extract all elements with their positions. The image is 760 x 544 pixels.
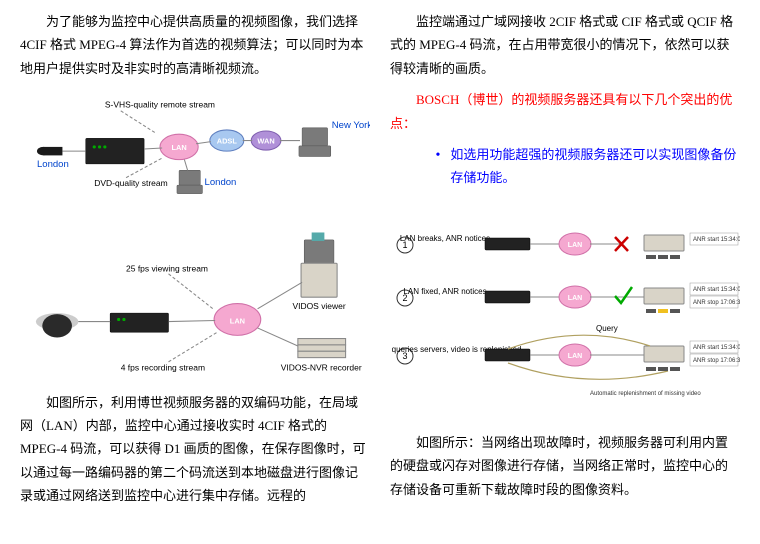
paragraph-1: 为了能够为监控中心提供高质量的视频图像，我们选择 4CIF 格式 MPEG-4 … [20,10,370,80]
paragraph-2: 如图所示，利用博世视频服务器的双编码功能，在局域网（LAN）内部，监控中心通过接… [20,391,370,508]
bullet-item: • 如选用功能超强的视频服务器还可以实现图像备份存储功能。 [436,143,741,190]
svg-text:ADSL: ADSL [217,137,238,146]
svg-text:LAN breaks, ANR notices: LAN breaks, ANR notices [400,234,490,243]
svg-text:LAN fixed, ANR notices: LAN fixed, ANR notices [403,287,486,296]
svg-text:LAN: LAN [568,353,582,360]
diagram-dual-stream: 25 fps viewing stream LAN 4 fps recordin… [20,224,370,383]
svg-text:ANR start 15:34:02: ANR start 15:34:02 [693,345,740,351]
svg-text:S-VHS-quality remote stream: S-VHS-quality remote stream [105,100,215,110]
svg-text:Automatic replenishment of mis: Automatic replenishment of missing video [590,391,701,397]
svg-text:Query: Query [596,324,618,333]
svg-text:LAN: LAN [568,242,582,249]
svg-text:LAN: LAN [230,316,245,325]
left-column: 为了能够为监控中心提供高质量的视频图像，我们选择 4CIF 格式 MPEG-4 … [20,10,370,534]
svg-text:LAN: LAN [171,143,186,152]
bullet-text: 如选用功能超强的视频服务器还可以实现图像备份存储功能。 [450,143,740,190]
svg-text:New York: New York [332,120,370,131]
paragraph-bosch-highlight: BOSCH（博世）的视频服务器还具有以下几个突出的优点： [390,88,740,135]
paragraph-3: 监控端通过广域网接收 2CIF 格式或 CIF 格式或 QCIF 格式的 MPE… [390,10,740,80]
right-column: 监控端通过广域网接收 2CIF 格式或 CIF 格式或 QCIF 格式的 MPE… [390,10,740,534]
svg-text:ANR start 15:34:02: ANR start 15:34:02 [693,287,740,293]
svg-text:VIDOS-NVR recorder: VIDOS-NVR recorder [281,362,362,372]
bullet-dot-icon: • [436,143,441,190]
diagram-anr: 1 LAN breaks, ANR notices LAN ANR start … [390,223,740,403]
svg-text:LAN: LAN [568,295,582,302]
svg-text:VIDOS viewer: VIDOS viewer [292,300,345,310]
svg-text:ANR stop 17:06:38: ANR stop 17:06:38 [693,358,740,364]
svg-text:ANR start 15:34:02: ANR start 15:34:02 [693,237,740,243]
svg-text:25 fps viewing stream: 25 fps viewing stream [126,263,208,273]
svg-text:ANR stop 17:06:38: ANR stop 17:06:38 [693,300,740,306]
svg-text:London: London [37,159,69,170]
paragraph-4: 如图所示：当网络出现故障时，视频服务器可利用内置的硬盘或闪存对图像进行存储，当网… [390,431,740,501]
svg-text:DVD-quality stream: DVD-quality stream [94,178,167,188]
diagram-network-topology: London S-VHS-quality remote stream LAN D… [20,96,370,207]
svg-text:WAN: WAN [257,137,274,146]
svg-text:London: London [205,177,237,188]
svg-text:4 fps recording stream: 4 fps recording stream [121,362,205,372]
